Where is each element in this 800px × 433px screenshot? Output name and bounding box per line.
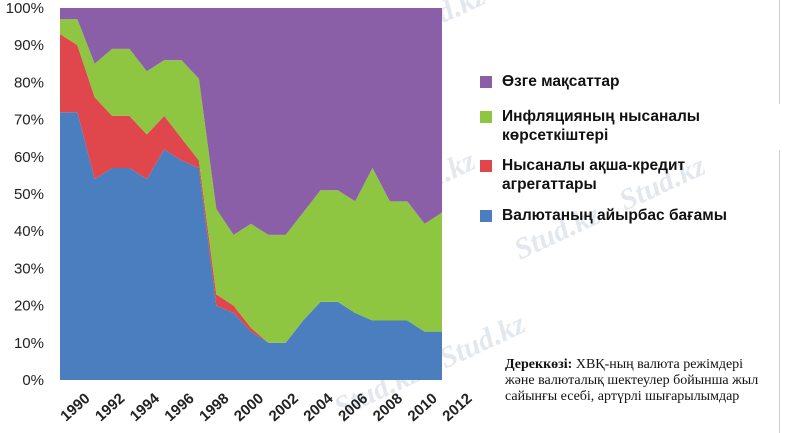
frame-line	[779, 0, 780, 104]
legend-item-exchange-rate: Валютаның айырбас бағамы	[480, 206, 772, 225]
area-series-3	[60, 8, 442, 235]
source-text: ХВҚ-ның валюта режімдері және валюталық …	[505, 357, 759, 404]
y-axis: 0% 10% 20% 30% 40% 50% 60% 70% 80% 90% 100%	[6, 0, 44, 389]
plot-area	[60, 8, 442, 380]
y-tick-label: 30%	[14, 260, 44, 277]
legend-item-monetary-aggregates: Нысаналы ақша-кредит агрегаттары	[480, 156, 772, 194]
x-tick-label: 1996	[161, 390, 197, 425]
y-tick-label: 100%	[6, 0, 44, 17]
y-tick-label: 20%	[14, 298, 44, 315]
legend-swatch	[480, 111, 492, 123]
legend-swatch	[480, 76, 492, 88]
legend-label: Өзге мақсаттар	[502, 73, 620, 90]
x-tick-label: 2012	[439, 390, 475, 425]
legend-label: Инфляцияның нысаналы көрсеткіштері	[502, 108, 701, 144]
source-note: Дереккөзі: ХВҚ-ның валюта режімдері және…	[505, 357, 775, 405]
legend-label: Нысаналы ақша-кредит агрегаттары	[502, 157, 686, 193]
x-tick-label: 2002	[266, 390, 302, 425]
y-tick-label: 60%	[14, 149, 44, 166]
x-axis: 1990199219941996199820002002200420062008…	[57, 390, 475, 425]
legend-item-inflation-targets: Инфляцияның нысаналы көрсеткіштері	[480, 107, 772, 145]
y-tick-label: 90%	[14, 37, 44, 54]
y-tick-label: 40%	[14, 223, 44, 240]
area-series-0	[60, 112, 442, 380]
x-tick-label: 1992	[92, 390, 128, 425]
x-tick-label: 2010	[405, 390, 441, 425]
y-tick-label: 10%	[14, 335, 44, 352]
legend-label: Валютаның айырбас бағамы	[502, 207, 727, 224]
area-series-2	[60, 19, 442, 343]
y-tick-label: 70%	[14, 112, 44, 129]
legend-swatch	[480, 160, 492, 172]
x-tick-label: 1990	[57, 390, 93, 425]
frame-line	[779, 355, 780, 433]
x-tick-label: 2000	[231, 390, 267, 425]
legend-swatch	[480, 210, 492, 222]
x-tick-label: 1998	[196, 390, 232, 425]
y-tick-label: 80%	[14, 74, 44, 91]
x-tick-label: 1994	[127, 390, 164, 425]
source-label: Дереккөзі:	[505, 357, 573, 372]
legend-item-other: Өзге мақсаттар	[480, 72, 772, 91]
y-tick-label: 50%	[14, 186, 44, 203]
frame-line	[779, 150, 780, 355]
y-tick-label: 0%	[22, 372, 44, 389]
